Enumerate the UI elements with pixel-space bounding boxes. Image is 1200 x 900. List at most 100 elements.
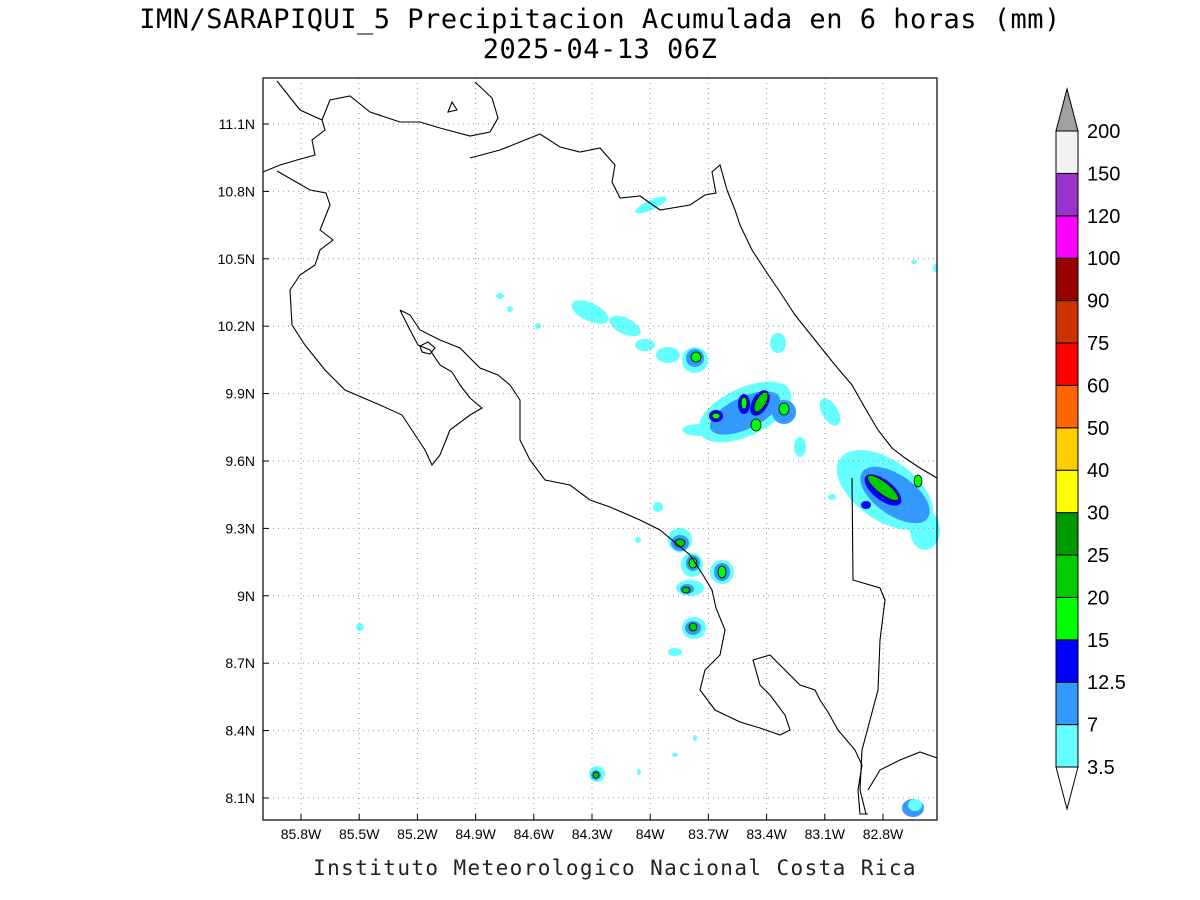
precip-cell	[682, 424, 718, 436]
precip-cell	[688, 622, 698, 632]
nicoya-gulf-east	[399, 309, 868, 815]
precip-cell	[571, 300, 609, 324]
precip-layer	[356, 196, 940, 817]
lat-label: 8.1N	[225, 790, 255, 806]
legend-swatch	[1055, 469, 1079, 514]
lat-label: 8.7N	[225, 655, 255, 671]
lon-label: 84.9W	[455, 826, 496, 842]
legend-swatch	[1055, 130, 1079, 174]
legend-label: 200	[1087, 121, 1120, 143]
legend-swatch	[1055, 427, 1079, 471]
legend-swatch	[1055, 215, 1079, 259]
legend-label: 120	[1087, 206, 1120, 228]
precip-cell	[609, 315, 641, 337]
precip-cell	[819, 398, 841, 426]
lat-label: 9.3N	[225, 520, 255, 536]
lon-label: 83.4W	[746, 826, 787, 842]
color-legend: 3.5 7 12.5 15 20 25 30 40 50 60 75 90 100 120 150 200	[1055, 87, 1126, 811]
precip-cell	[794, 437, 806, 457]
map-frame	[262, 77, 940, 821]
precip-cell	[861, 501, 871, 509]
pacific-coast-guanacaste	[276, 170, 483, 467]
map-border	[262, 77, 938, 821]
legend-swatch	[1055, 342, 1079, 386]
north-border	[469, 133, 728, 211]
lat-label: 9N	[237, 588, 255, 604]
lat-axis: 11.1N 10.8N 10.5N 10.2N 9.9N 9.6N 9.3N 9N 8.7N 8.…	[218, 116, 269, 806]
legend-label: 20	[1087, 587, 1109, 609]
legend-label: 30	[1087, 503, 1109, 525]
lat-label: 9.9N	[225, 386, 255, 402]
legend-swatch	[1055, 257, 1079, 302]
lon-axis: 85.8W 85.5W 85.2W 84.9W 84.6W 84.3W 84W 83.7W 83…	[281, 814, 904, 842]
lat-label: 10.2N	[218, 318, 255, 334]
precip-cell	[753, 391, 769, 413]
lat-label: 10.5N	[218, 251, 255, 267]
legend-under-triangle	[1055, 766, 1079, 811]
lake-islet	[447, 100, 458, 113]
precip-cell	[911, 260, 917, 264]
legend-label: 25	[1087, 545, 1109, 567]
legend-label: 150	[1087, 163, 1120, 185]
precip-cell	[507, 306, 513, 312]
legend-label: 12.5	[1087, 672, 1126, 694]
nicaragua-border	[276, 80, 499, 137]
chira-island	[419, 341, 436, 355]
precip-cell	[690, 351, 702, 363]
precip-cell	[653, 502, 663, 512]
lon-label: 85.2W	[397, 826, 438, 842]
panama-coast-south	[867, 751, 938, 791]
lon-label: 84.6W	[514, 826, 555, 842]
precip-cell	[592, 771, 600, 779]
caribbean-coast	[726, 189, 938, 479]
map-subtitle: 2025-04-13 06Z	[482, 34, 718, 65]
precip-cell	[693, 735, 697, 741]
legend-label: 90	[1087, 291, 1109, 313]
lat-label: 9.6N	[225, 453, 255, 469]
lon-label: 82.8W	[863, 826, 904, 842]
legend-swatch	[1055, 596, 1079, 641]
legend-label: 75	[1087, 333, 1109, 355]
precip-cell	[656, 347, 680, 363]
legend-label: 7	[1087, 715, 1098, 737]
precip-cell	[913, 474, 923, 488]
legend-label: 3.5	[1087, 757, 1115, 779]
precip-cell	[908, 799, 922, 811]
lon-label: 84.3W	[572, 826, 613, 842]
precip-cell	[711, 412, 721, 420]
precip-cell	[672, 753, 678, 757]
legend-label: 40	[1087, 460, 1109, 482]
precip-cell	[668, 648, 682, 656]
lon-label: 84W	[636, 826, 666, 842]
lon-label: 83.1W	[805, 826, 846, 842]
precip-cell	[750, 418, 762, 432]
lon-label: 83.7W	[688, 826, 729, 842]
precip-cell	[681, 586, 691, 594]
precip-cell	[635, 196, 667, 214]
legend-swatch	[1055, 554, 1079, 598]
legend-swatch	[1055, 172, 1079, 217]
precip-cell	[635, 537, 641, 543]
precip-cell	[778, 402, 790, 416]
legend-over-triangle	[1055, 87, 1079, 132]
precip-cell	[717, 565, 727, 579]
lat-label: 10.8N	[218, 183, 255, 199]
legend-label: 60	[1087, 375, 1109, 397]
precip-cell	[496, 293, 504, 299]
legend-swatch	[1055, 512, 1079, 556]
lon-label: 85.5W	[339, 826, 380, 842]
precip-cell	[356, 623, 364, 631]
lon-label: 85.8W	[281, 826, 322, 842]
map-title: IMN/SARAPIQUI_5 Precipitacion Acumulada …	[139, 4, 1061, 35]
precip-cell	[637, 769, 641, 775]
precip-cell	[688, 557, 698, 569]
precip-cell	[635, 339, 655, 351]
legend-swatch	[1055, 681, 1079, 726]
legend-swatch	[1055, 384, 1079, 429]
pacific-coast-north	[262, 119, 326, 173]
precip-cell	[828, 494, 836, 500]
legend-swatch	[1055, 724, 1079, 768]
lat-label: 11.1N	[219, 116, 255, 132]
legend-swatch	[1055, 300, 1079, 344]
